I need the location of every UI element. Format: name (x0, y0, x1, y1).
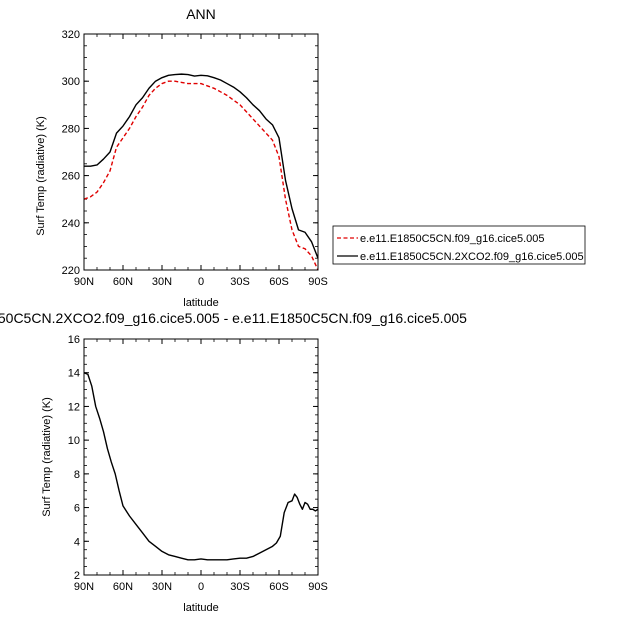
panel-1-xtick-label: 90N (74, 276, 94, 288)
panel-2-ytick-label: 14 (68, 368, 80, 380)
panel-2-title: e.e11.E1850C5CN.2XCO2.f09_g16.cice5.005 … (0, 310, 467, 326)
panel-1-ytick-label: 220 (62, 265, 80, 277)
panel-2-ytick-label: 8 (74, 469, 80, 481)
panel-2-xtick-label: 90N (74, 581, 94, 593)
panel-2-xtick-label: 30N (152, 581, 172, 593)
panel-2-ytick-label: 6 (74, 503, 80, 515)
panel-2-xtick-label: 0 (198, 581, 204, 593)
panel-1: ANN latitude Surf Temp (radiative) (K) 9… (35, 6, 328, 309)
panel-1-ytick-label: 240 (62, 218, 80, 230)
panel-2-lines (83, 372, 319, 561)
legend-label-control: e.e11.E1850C5CN.f09_g16.cice5.005 (360, 233, 545, 245)
panel-2-series-line-0 (83, 372, 319, 561)
panel-2-xtick-label: 90S (308, 581, 328, 593)
panel-2-xlabel: latitude (183, 602, 218, 614)
panel-1-frame (83, 33, 319, 271)
panel-1-xlabel: latitude (183, 297, 218, 309)
panel-1-xtick-label: 60S (269, 276, 289, 288)
panel-1-ytick-label: 260 (62, 171, 80, 183)
panel-2-ticks: 90N 60N 30N 0 30S 60S 90S 2 4 6 8 10 12 14 16 (68, 334, 328, 593)
panel-2-xtick-label: 30S (230, 581, 250, 593)
panel-1-ticks: 90N 60N 30N 0 30S 60S 90S 220 240 260 280 300 320 (62, 29, 328, 288)
panel-2-ylabel: Surf Temp (radiative) (K) (41, 397, 53, 517)
panel-1-xtick-label: 0 (198, 276, 204, 288)
panel-2-ytick-label: 12 (68, 401, 80, 413)
panel-1-xtick-label: 30S (230, 276, 250, 288)
panel-1-title: ANN (186, 6, 216, 22)
panel-2-frame (83, 338, 319, 576)
panel-2-ytick-label: 10 (68, 435, 80, 447)
panel-1-xtick-label: 30N (152, 276, 172, 288)
panel-2-xtick-label: 60S (269, 581, 289, 593)
panel-1-xtick-label: 60N (113, 276, 133, 288)
panel-2-ytick-label: 2 (74, 570, 80, 582)
panel-1-series-line-0 (83, 80, 319, 271)
panel-1-ytick-label: 320 (62, 29, 80, 41)
panel-1-lines (83, 73, 319, 271)
panel-2-ytick-label: 4 (74, 536, 80, 548)
legend-label-2xco2: e.e11.E1850C5CN.2XCO2.f09_g16.cice5.005 (360, 251, 584, 263)
panel-1-xtick-label: 90S (308, 276, 328, 288)
panel-2-ytick-label: 16 (68, 334, 80, 346)
panel-1-ytick-label: 280 (62, 123, 80, 135)
legend-box (332, 225, 586, 265)
panel-2: e.e11.E1850C5CN.2XCO2.f09_g16.cice5.005 … (0, 310, 467, 614)
panel-2-xtick-label: 60N (113, 581, 133, 593)
panel-1-series-line-1 (84, 73, 319, 259)
panel-1-ytick-label: 300 (62, 76, 80, 88)
panel-1-ylabel: Surf Temp (radiative) (K) (35, 116, 47, 236)
legend: e.e11.E1850C5CN.f09_g16.cice5.005 e.e11.… (332, 225, 586, 265)
